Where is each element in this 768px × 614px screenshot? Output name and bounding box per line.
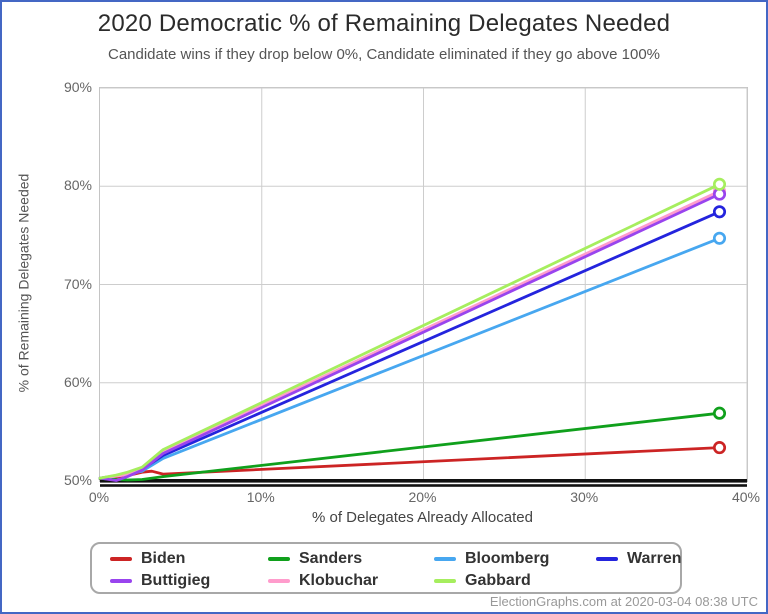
legend-swatch-gabbard [434, 579, 456, 583]
x-tick-label: 10% [246, 489, 275, 505]
threshold-line [100, 479, 747, 483]
page-subtitle: Candidate wins if they drop below 0%, Ca… [107, 46, 660, 63]
legend-item-gabbard: Gabbard [434, 572, 596, 590]
y-tick-label: 70% [63, 275, 92, 292]
legend-item-biden: Biden [110, 550, 268, 568]
x-axis-label: % of Delegates Already Allocated [312, 509, 533, 526]
legend-label: Klobuchar [299, 572, 379, 589]
y-tick-label: 60% [63, 373, 92, 390]
series-line-buttigieg [98, 192, 721, 482]
legend-item-buttigieg: Buttigieg [110, 572, 268, 590]
legend-swatch-biden [110, 557, 132, 561]
y-tick-label: 50% [63, 472, 92, 488]
threshold-line [100, 484, 747, 487]
legend-label: Buttigieg [141, 572, 211, 589]
credit-footer: ElectionGraphs.com at 2020-03-04 08:38 U… [489, 594, 758, 609]
legend-label: Bloomberg [465, 550, 550, 567]
plot-svg [98, 87, 748, 487]
endpoint-marker-warren [712, 205, 727, 219]
legend-item-warren: Warren [596, 550, 682, 568]
endpoint-marker-bloomberg [712, 231, 727, 245]
plot-area [98, 87, 748, 487]
endpoint-marker-biden [712, 441, 727, 455]
legend-swatch-sanders [268, 557, 290, 561]
legend-item-bloomberg: Bloomberg [434, 550, 596, 568]
legend-swatch-klobuchar [268, 579, 290, 583]
endpoint-marker-sanders [712, 406, 727, 420]
legend-label: Gabbard [465, 572, 531, 589]
y-tick-label: 90% [63, 79, 92, 95]
legend-label: Sanders [299, 550, 363, 567]
series-line-gabbard [98, 182, 721, 480]
y-tick-label: 80% [63, 177, 92, 194]
legend-swatch-bloomberg [434, 557, 456, 561]
page-title: 2020 Democratic % of Remaining Delegates… [97, 10, 671, 37]
x-tick-label: 0% [88, 489, 110, 505]
legend-swatch-buttigieg [110, 579, 132, 583]
chart-legend: Biden Sanders Bloomberg Warren Buttigieg Klob… [90, 542, 682, 594]
legend-item-klobuchar: Klobuchar [268, 572, 434, 590]
x-tick-label: 40% [731, 489, 761, 505]
legend-label: Warren [627, 550, 682, 567]
x-tick-label: 20% [408, 489, 437, 505]
legend-item-sanders: Sanders [268, 550, 434, 568]
legend-label: Biden [141, 550, 186, 567]
legend-swatch-warren [596, 557, 618, 561]
x-tick-label: 30% [570, 489, 599, 505]
endpoint-marker-gabbard [712, 177, 727, 191]
